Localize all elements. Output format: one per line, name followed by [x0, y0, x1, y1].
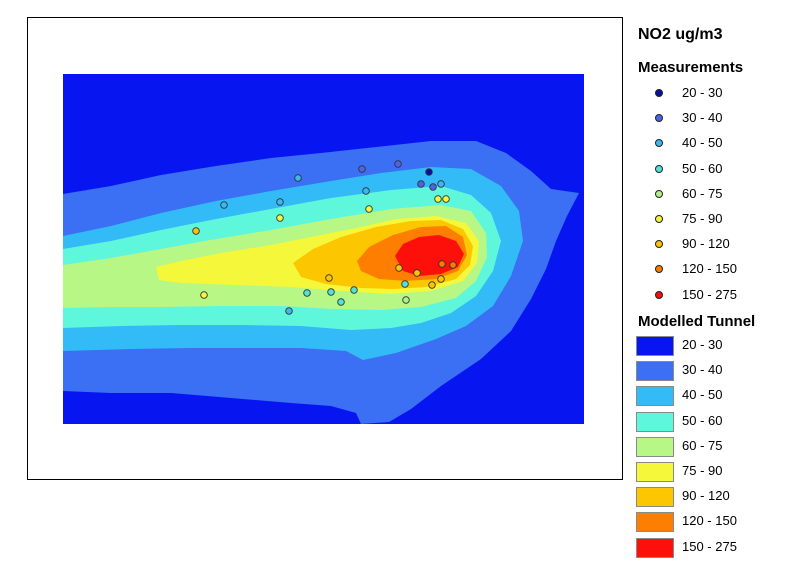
measurement-point[interactable]: [358, 165, 366, 173]
measurement-legend-item: 50 - 60: [636, 160, 794, 180]
measurement-legend-item: 90 - 120: [636, 235, 794, 255]
measurement-point[interactable]: [276, 214, 284, 222]
measurement-legend-item: 30 - 40: [636, 109, 794, 129]
modelled-legend-label: 150 - 275: [682, 538, 737, 554]
measurement-point[interactable]: [401, 280, 409, 288]
legend-title: NO2 ug/m3: [638, 26, 723, 43]
measurement-point[interactable]: [428, 281, 436, 289]
measurement-legend-label: 30 - 40: [682, 110, 723, 126]
modelled-legend-label: 120 - 150: [682, 513, 737, 529]
measurement-point[interactable]: [200, 291, 208, 299]
measurement-point[interactable]: [434, 195, 442, 203]
measurement-point[interactable]: [437, 275, 445, 283]
modelled-legend-item: 75 - 90: [636, 462, 794, 482]
measurement-point[interactable]: [276, 198, 284, 206]
measurement-point[interactable]: [395, 264, 403, 272]
modelled-legend-item: 30 - 40: [636, 361, 794, 382]
modelled-legend-item: 150 - 275: [636, 537, 794, 558]
modelled-legend-item: 120 - 150: [636, 512, 794, 533]
color-swatch: [636, 386, 674, 407]
modelled-legend-item: 50 - 60: [636, 411, 794, 432]
modelled-legend-label: 50 - 60: [682, 412, 723, 428]
modelled-legend-label: 90 - 120: [682, 488, 730, 504]
modelled-legend-label: 20 - 30: [682, 337, 723, 352]
measurement-dot-icon: [655, 114, 663, 123]
modelled-legend-label: 30 - 40: [682, 362, 723, 378]
measurement-point[interactable]: [365, 205, 373, 213]
measurement-point[interactable]: [437, 180, 445, 188]
measurement-legend-label: 75 - 90: [682, 211, 723, 226]
measurement-legend-label: 90 - 120: [682, 236, 730, 252]
measurement-point[interactable]: [417, 180, 425, 188]
measurement-legend-label: 60 - 75: [682, 185, 723, 201]
measurement-dot-icon: [655, 89, 663, 97]
measurement-point[interactable]: [402, 296, 410, 304]
zone-150-275: [395, 235, 464, 276]
measurement-point[interactable]: [303, 289, 311, 297]
map-frame: [27, 17, 623, 480]
modelled-legend-label: 75 - 90: [682, 463, 723, 478]
modelled-legend-item: 20 - 30: [636, 336, 794, 356]
measurement-point[interactable]: [425, 168, 433, 176]
measurement-point[interactable]: [350, 286, 358, 294]
measurement-point[interactable]: [438, 260, 446, 268]
color-swatch: [636, 462, 674, 482]
modelled-legend-item: 40 - 50: [636, 386, 794, 407]
measurement-legend-label: 40 - 50: [682, 135, 723, 151]
measurement-legend-item: 150 - 275: [636, 286, 794, 306]
measurement-legend-label: 50 - 60: [682, 160, 723, 176]
measurement-point[interactable]: [394, 160, 402, 168]
measurement-dot-icon: [655, 265, 663, 274]
measurement-points-layer: [192, 160, 457, 315]
measurement-point[interactable]: [362, 187, 370, 195]
color-swatch: [636, 512, 674, 533]
measurement-point[interactable]: [285, 307, 293, 315]
measurement-legend-label: 150 - 275: [682, 286, 737, 302]
measurement-legend-label: 20 - 30: [682, 85, 723, 100]
measurement-legend-item: 60 - 75: [636, 185, 794, 205]
modelled-legend-label: 40 - 50: [682, 387, 723, 403]
measurement-point[interactable]: [337, 298, 345, 306]
measurement-legend-label: 120 - 150: [682, 261, 737, 277]
color-swatch: [636, 537, 674, 558]
modelled-legend-item: 90 - 120: [636, 487, 794, 508]
measurement-dot-icon: [655, 240, 663, 249]
measurement-legend-item: 40 - 50: [636, 134, 794, 154]
measurement-dot-icon: [655, 290, 663, 299]
measurement-dot-icon: [655, 215, 663, 223]
measurement-point[interactable]: [442, 195, 450, 203]
measurement-point[interactable]: [449, 261, 457, 269]
color-swatch: [636, 487, 674, 508]
color-swatch: [636, 361, 674, 382]
measurement-point[interactable]: [294, 174, 302, 182]
modelled-tunnel-title: Modelled Tunnel: [638, 313, 756, 330]
measurement-point[interactable]: [413, 269, 421, 277]
measurement-legend-item: 20 - 30: [636, 84, 794, 104]
measurement-dot-icon: [655, 189, 663, 198]
measurement-point[interactable]: [192, 227, 200, 235]
legend: NO2 ug/m3 Measurements 20 - 30 30 - 40 40 …: [636, 24, 794, 574]
measurement-legend-item: 75 - 90: [636, 210, 794, 230]
measurement-dot-icon: [655, 164, 663, 173]
measurement-dot-icon: [655, 139, 663, 148]
measurements-title: Measurements: [638, 59, 744, 76]
modelled-legend-item: 60 - 75: [636, 436, 794, 457]
measurement-point[interactable]: [325, 274, 333, 282]
modelled-legend-label: 60 - 75: [682, 437, 723, 453]
measurement-point[interactable]: [220, 201, 228, 209]
color-swatch: [636, 411, 674, 432]
measurement-point[interactable]: [327, 288, 335, 296]
color-swatch: [636, 436, 674, 457]
measurement-legend-item: 120 - 150: [636, 260, 794, 280]
color-swatch: [636, 336, 674, 356]
measurement-point[interactable]: [429, 183, 437, 191]
no2-concentration-map[interactable]: [28, 18, 622, 479]
